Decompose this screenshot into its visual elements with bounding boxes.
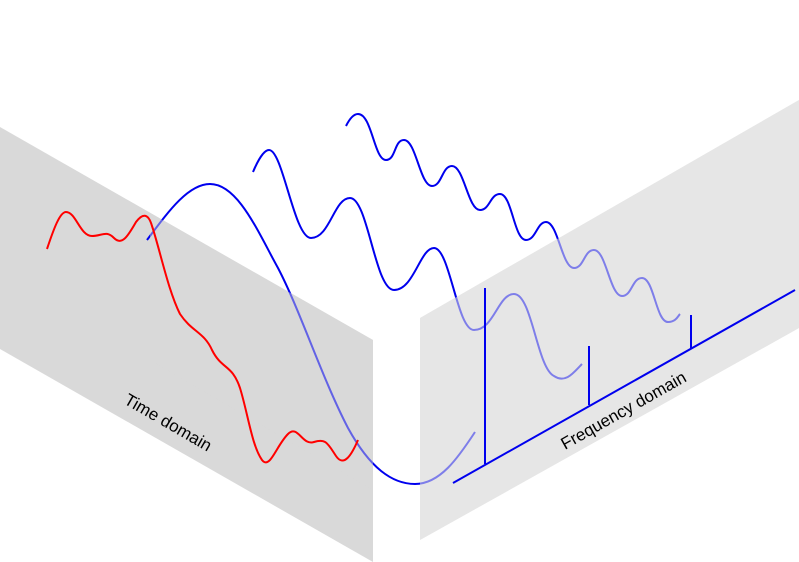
time-domain-signal <box>46 210 359 464</box>
frequency-axis <box>452 289 796 484</box>
component-wave-fundamental <box>146 182 476 486</box>
time-panel-veil <box>150 213 373 490</box>
frequency-panel-veil <box>420 100 799 540</box>
